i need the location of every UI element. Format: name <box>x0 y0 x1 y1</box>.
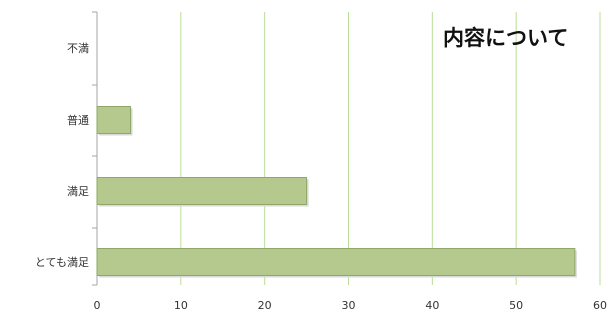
x-tick-label-40: 40 <box>425 299 439 312</box>
category-label-とても満足: とても満足 <box>35 256 89 269</box>
x-tick-label-20: 20 <box>258 299 272 312</box>
grid-lines <box>180 12 601 285</box>
bar-とても満足 <box>96 248 576 276</box>
axes <box>92 11 98 286</box>
bar-満足 <box>96 177 308 205</box>
category-label-普通: 普通 <box>67 113 89 127</box>
x-tick-label-0: 0 <box>94 299 101 312</box>
category-label-満足: 満足 <box>67 185 89 198</box>
bars <box>96 106 577 278</box>
x-tick-label-30: 30 <box>342 299 356 312</box>
chart-title: 内容について <box>443 26 568 50</box>
x-tick-label-50: 50 <box>509 299 523 312</box>
bar-普通 <box>96 106 132 134</box>
category-label-不満: 不満 <box>67 42 89 55</box>
x-tick-label-10: 10 <box>174 299 188 312</box>
x-tick-label-60: 60 <box>593 299 607 312</box>
